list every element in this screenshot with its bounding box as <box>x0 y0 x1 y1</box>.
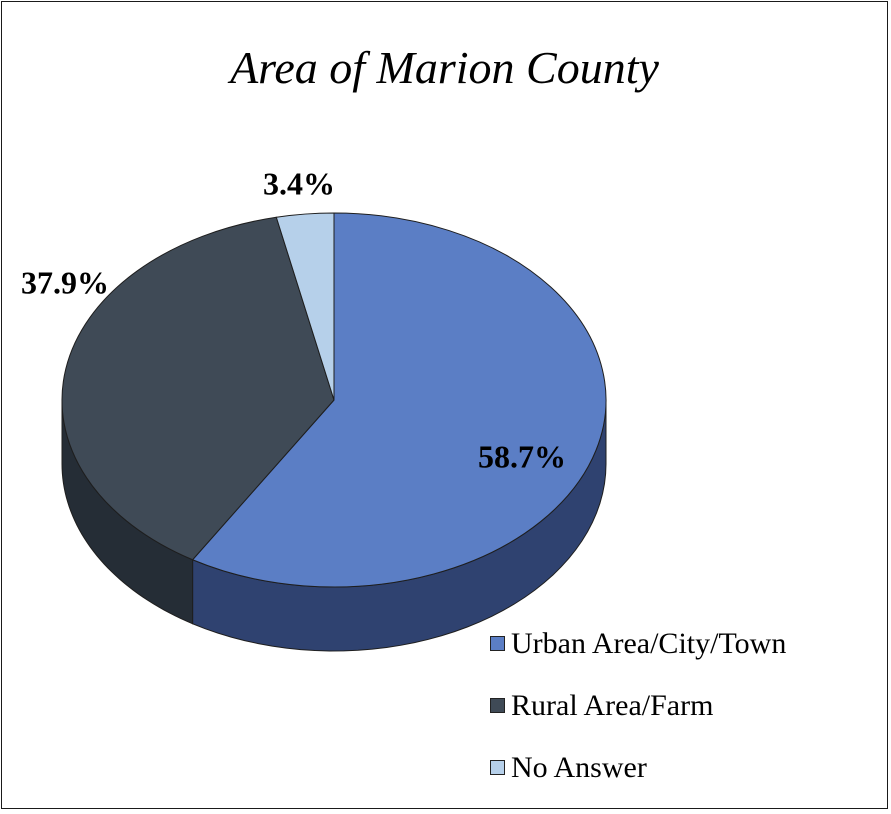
data-label-1: 58.7% <box>478 438 566 474</box>
legend-label-1: Urban Area/City/Town <box>511 626 787 660</box>
legend-swatch-3 <box>490 760 505 775</box>
legend-item-3: No Answer <box>490 750 786 784</box>
data-label-3: 3.4% <box>263 165 335 201</box>
legend-swatch-1 <box>490 636 505 651</box>
pie-slice-2 <box>61 216 335 561</box>
legend-swatch-2 <box>490 698 505 713</box>
pie-slice-1 <box>191 212 607 588</box>
legend-label-2: Rural Area/Farm <box>511 688 714 722</box>
legend-item-2: Rural Area/Farm <box>490 688 786 722</box>
data-label-2: 37.9% <box>21 264 109 300</box>
legend: Urban Area/City/Town Rural Area/Farm No An… <box>490 626 787 814</box>
legend-item-1: Urban Area/City/Town <box>490 626 787 660</box>
pie-slices <box>61 212 607 588</box>
chart-title: Area of Marion County <box>230 42 659 93</box>
pie-data-labels: 58.7% 37.9% 3.4% <box>21 165 566 474</box>
pie-slice-3 <box>275 212 335 401</box>
legend-label-3: No Answer <box>511 750 647 784</box>
